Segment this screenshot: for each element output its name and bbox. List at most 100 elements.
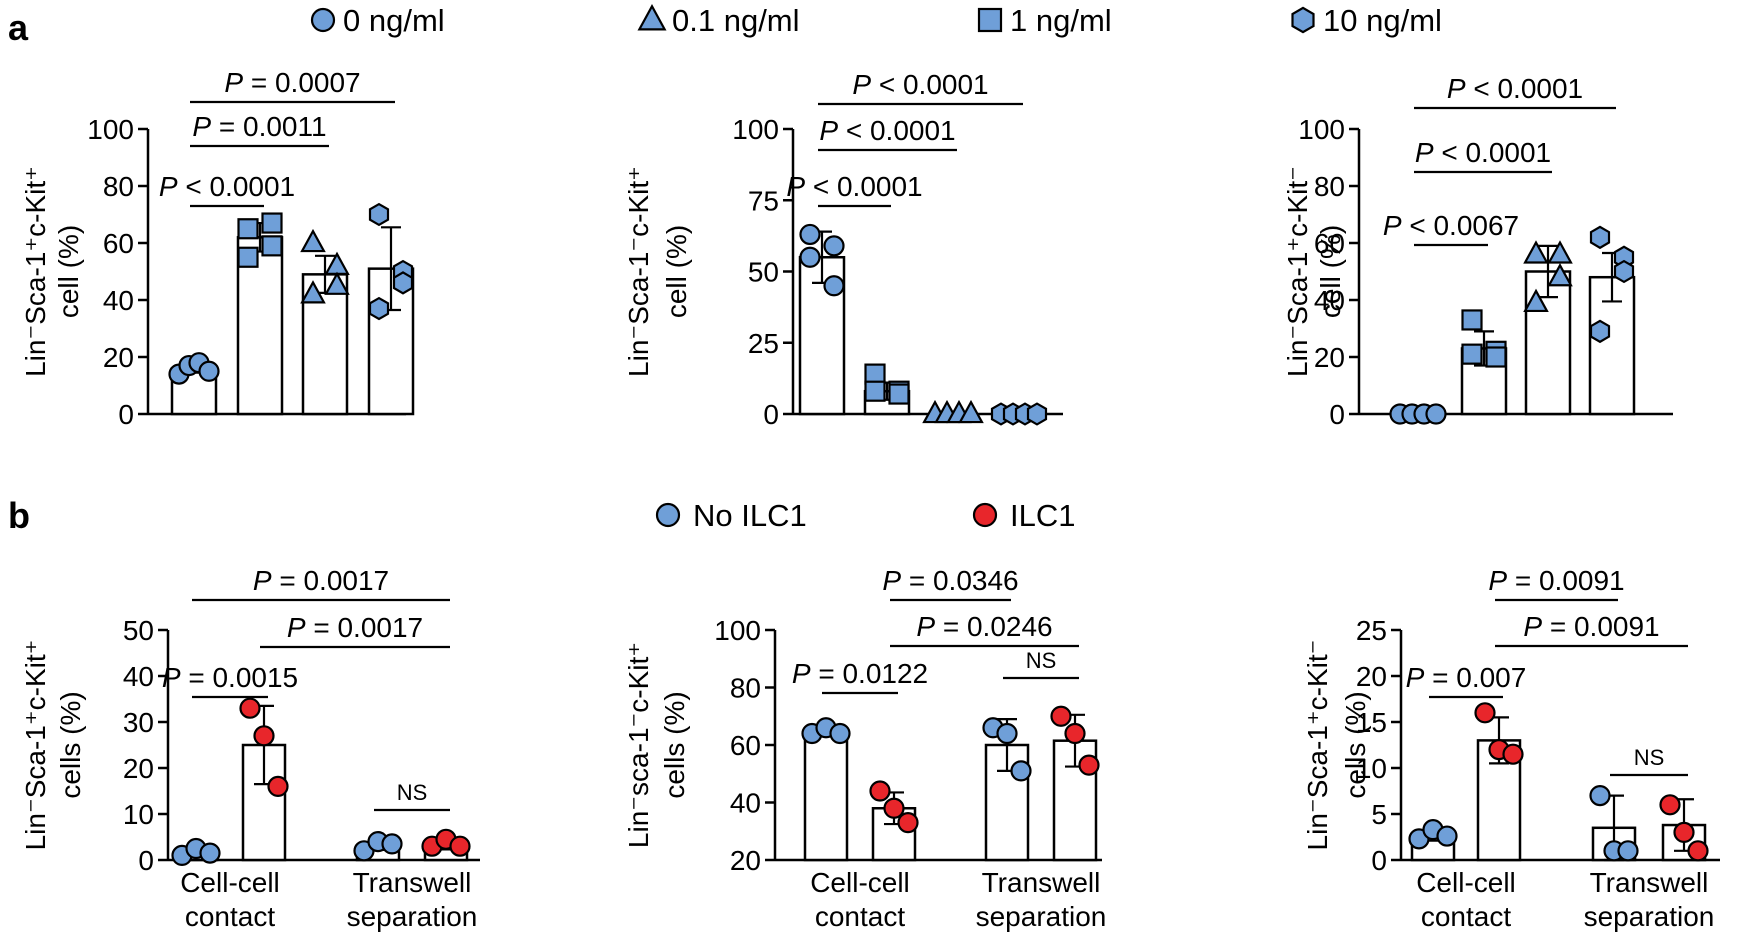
data-point <box>239 697 261 719</box>
p-symbol: P <box>882 565 901 596</box>
p-value-label: NS <box>1634 745 1665 770</box>
y-axis-label: Lin⁻Sca-1⁺c-Kit⁻ <box>1282 166 1313 377</box>
data-point <box>199 842 221 864</box>
data-point <box>1026 402 1048 426</box>
p-symbol: P <box>916 611 935 642</box>
x-category-label: Transwell <box>1590 867 1709 898</box>
legend-a-label: 10 ng/ml <box>1323 3 1442 38</box>
p-value-text: < 0.0001 <box>1434 137 1552 168</box>
legend-a-item: 0 ng/ml <box>310 3 445 38</box>
y-axis-label: Lin⁻Sca-1⁺c-Kit⁺ <box>20 166 51 377</box>
data-point <box>829 722 851 745</box>
data-point <box>1078 754 1100 776</box>
y-axis-label: Lin⁻sca-1⁻c-Kit⁺ <box>623 642 654 848</box>
p-symbol: P <box>852 69 871 100</box>
y-axis-label-units: cells (%) <box>1340 691 1371 798</box>
data-point <box>449 835 471 857</box>
data-point <box>1589 319 1611 344</box>
legend-b-item: ILC1 <box>972 498 1075 533</box>
y-tick-label: 15 <box>1356 707 1387 738</box>
y-tick-label: 0 <box>1371 845 1387 876</box>
y-tick-label: 0 <box>118 399 134 430</box>
y-tick-label: 40 <box>123 661 154 692</box>
p-value-text: = 0.0017 <box>306 612 424 643</box>
p-symbol: P <box>224 67 243 98</box>
y-tick-label: 20 <box>1356 661 1387 692</box>
legend-dot-icon <box>972 502 998 528</box>
x-category-label: Cell-cell <box>180 867 280 898</box>
y-tick-label: 30 <box>123 707 154 738</box>
data-point <box>1589 225 1611 250</box>
y-axis-label-units: cell (%) <box>661 225 692 318</box>
p-value-text: = 0.007 <box>1424 662 1526 693</box>
p-value-label: P < 0.0001 <box>819 115 955 146</box>
legend-b-item: No ILC1 <box>655 498 807 533</box>
x-category-label: separation <box>976 901 1107 932</box>
data-point <box>1010 760 1032 782</box>
p-symbol: P <box>192 111 211 142</box>
chart-6: 0 5 10 15 20 25 Lin⁻Sca-1⁺c-Kit⁻ cells (%) Cell-… <box>1302 565 1720 932</box>
p-value-label: P = 0.0011 <box>192 111 326 142</box>
p-value-text: = 0.0091 <box>1542 611 1660 642</box>
data-point <box>261 212 283 234</box>
data-point <box>823 235 845 257</box>
y-tick-label: 100 <box>87 114 134 145</box>
y-tick-label: 60 <box>1314 228 1345 259</box>
legend-square-icon <box>977 7 1003 33</box>
p-value-label: P = 0.0246 <box>916 611 1052 642</box>
y-tick-label: 80 <box>103 171 134 202</box>
p-value-text: = 0.0246 <box>935 611 1053 642</box>
data-point <box>799 246 821 268</box>
data-point <box>1613 259 1635 284</box>
chart-1: 0 20 40 60 80 100 Lin⁻Sca-1⁺c-Kit⁺ cell (%) P < … <box>20 67 415 430</box>
p-value-label: P < 0.0001 <box>1415 137 1551 168</box>
y-tick-label: 25 <box>1356 615 1387 646</box>
p-value-label: NS <box>1026 648 1057 673</box>
p-value-text: < 0.0001 <box>838 115 956 146</box>
y-tick-label: 50 <box>123 615 154 646</box>
p-symbol: P <box>792 658 811 689</box>
data-point <box>1474 702 1496 724</box>
p-value-label: P = 0.0007 <box>224 67 360 98</box>
data-point <box>823 275 845 297</box>
panel-b-label: b <box>8 495 30 536</box>
data-point <box>324 271 350 295</box>
data-point <box>1523 240 1549 264</box>
p-symbol: P <box>159 171 178 202</box>
y-tick-label: 20 <box>103 342 134 373</box>
p-value-label: P < 0.0067 <box>1383 210 1519 241</box>
data-point <box>1589 784 1611 807</box>
x-category-label: separation <box>1584 901 1715 932</box>
legend-a-label: 0.1 ng/ml <box>672 3 800 38</box>
y-tick-label: 0 <box>138 845 154 876</box>
p-value-label: P = 0.0346 <box>882 565 1018 596</box>
data-point <box>1659 794 1681 816</box>
y-tick-label: 40 <box>730 788 761 819</box>
x-category-label: contact <box>185 901 275 932</box>
p-value-label: P < 0.0001 <box>852 69 988 100</box>
y-tick-label: 5 <box>1371 799 1387 830</box>
y-tick-label: 100 <box>714 615 761 646</box>
chart-5: 20 40 60 80 100 Lin⁻sca-1⁻c-Kit⁺ cells (%) Cell… <box>623 565 1106 932</box>
data-point <box>1461 309 1483 331</box>
data-point <box>1502 743 1524 765</box>
data-point <box>267 775 289 798</box>
x-category-label: contact <box>815 901 905 932</box>
data-point <box>864 380 886 402</box>
p-value-label: NS <box>397 780 428 805</box>
p-value-text: < 0.0001 <box>178 171 296 202</box>
data-point <box>888 383 910 405</box>
p-value-label: P = 0.0122 <box>792 658 928 689</box>
p-value-label: P = 0.007 <box>1406 662 1527 693</box>
p-symbol: P <box>162 662 181 693</box>
p-value-text: = 0.0015 <box>181 662 299 693</box>
y-tick-label: 20 <box>1314 342 1345 373</box>
data-point <box>1673 821 1695 844</box>
data-point <box>958 399 984 424</box>
data-point <box>300 280 326 304</box>
data-point <box>261 235 283 257</box>
p-value-text: = 0.0007 <box>243 67 361 98</box>
p-value-label: P < 0.0001 <box>159 171 295 202</box>
data-point <box>392 271 414 295</box>
y-tick-label: 25 <box>748 328 779 359</box>
